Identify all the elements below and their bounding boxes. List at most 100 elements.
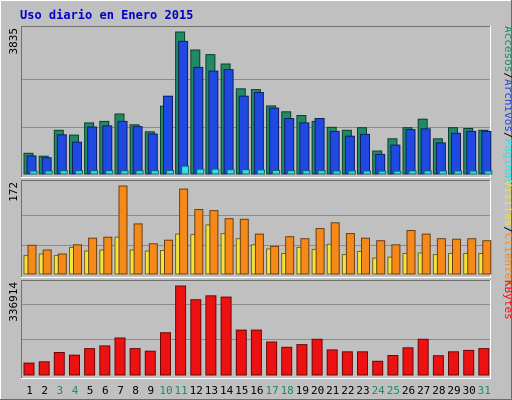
x-label-day-13: 13: [205, 384, 218, 397]
bar-kbytes-day-29: [448, 351, 459, 376]
legend-separator: /: [502, 72, 512, 79]
bar-files-day-22: [344, 135, 355, 175]
bar-files-day-25: [390, 144, 401, 175]
bar-kbytes-day-10: [160, 332, 171, 376]
bar-files-day-10: [163, 95, 173, 175]
bar-visitors-day-3: [57, 253, 67, 275]
x-label-day-31: 31: [478, 384, 491, 397]
bar-kbytes-day-20: [311, 338, 323, 376]
bar-pages-day-18: [287, 170, 296, 175]
bar-kbytes-day-23: [357, 351, 368, 376]
bar-files-day-28: [435, 142, 446, 175]
legend-item-pages: Páginas: [502, 139, 512, 185]
bar-visitors-day-5: [88, 237, 98, 275]
bar-pages-day-19: [302, 170, 311, 175]
bar-kbytes-day-5: [84, 348, 96, 376]
bar-kbytes-day-22: [341, 351, 353, 376]
x-label-day-5: 5: [87, 384, 94, 397]
bar-visitors-day-2: [42, 249, 52, 275]
bar-visitors-day-6: [103, 236, 113, 275]
bar-pages-day-3: [59, 170, 68, 175]
bar-pages-day-5: [90, 170, 99, 175]
bar-visitors-day-7: [118, 185, 128, 275]
bar-files-day-8: [132, 126, 143, 175]
bar-kbytes-day-6: [99, 345, 111, 376]
bar-visitors-day-27: [421, 233, 431, 275]
bar-visitors-day-9: [148, 243, 158, 275]
x-label-day-15: 15: [235, 384, 248, 397]
bar-visitors-day-17: [270, 245, 280, 275]
bar-pages-day-1: [29, 170, 38, 175]
x-label-day-9: 9: [147, 384, 154, 397]
bar-pages-day-22: [347, 170, 356, 175]
bar-kbytes-day-2: [38, 361, 50, 376]
bar-visitors-day-21: [330, 222, 340, 275]
panel-middle: 172: [7, 180, 492, 278]
bar-kbytes-day-17: [266, 341, 278, 376]
legend-item-files: Archivos: [502, 79, 512, 132]
bar-kbytes-day-28: [432, 355, 444, 376]
x-label-day-6: 6: [102, 384, 109, 397]
bar-kbytes-day-26: [402, 347, 414, 376]
bar-visitors-day-11: [179, 188, 189, 275]
bar-files-day-21: [329, 130, 340, 175]
bar-pages-day-27: [423, 170, 432, 175]
bar-files-day-6: [102, 125, 113, 175]
bar-files-day-27: [420, 128, 431, 175]
legend-bottom: KBytes: [502, 280, 512, 320]
bar-pages-day-29: [454, 170, 462, 175]
x-label-day-26: 26: [402, 384, 415, 397]
legend-item-kbytes: KBytes: [502, 280, 512, 320]
bar-pages-day-24: [378, 170, 387, 175]
panel-middle-ymax-label: 172: [7, 182, 20, 202]
bar-pages-day-8: [135, 170, 144, 175]
bar-pages-day-23: [363, 170, 371, 175]
bar-visitors-day-25: [391, 244, 401, 275]
legend-item-visits: Visitas: [502, 180, 512, 226]
bar-pages-day-6: [105, 170, 114, 175]
x-label-day-16: 16: [250, 384, 263, 397]
bar-visitors-day-29: [452, 238, 461, 275]
x-label-day-18: 18: [281, 384, 294, 397]
x-label-day-23: 23: [356, 384, 369, 397]
bar-kbytes-day-27: [417, 338, 429, 376]
bar-pages-day-25: [393, 170, 402, 175]
bar-pages-day-20: [317, 170, 326, 175]
bar-pages-day-11: [181, 165, 190, 175]
bar-kbytes-day-3: [53, 352, 65, 376]
x-label-day-29: 29: [447, 384, 460, 397]
bar-files-day-14: [223, 69, 234, 175]
bar-visitors-day-22: [345, 233, 355, 275]
x-label-day-17: 17: [265, 384, 278, 397]
bar-files-day-9: [147, 133, 158, 175]
bar-pages-day-31: [484, 170, 493, 175]
x-label-day-1: 1: [26, 384, 33, 397]
bar-visitors-day-24: [376, 240, 386, 275]
bar-kbytes-day-19: [296, 344, 308, 376]
bar-kbytes-day-9: [144, 350, 156, 376]
legend-item-visitors: Clientes: [502, 233, 512, 286]
bar-kbytes-day-24: [372, 360, 384, 376]
x-label-day-19: 19: [296, 384, 309, 397]
bar-pages-day-16: [256, 169, 265, 175]
bar-kbytes-day-12: [190, 299, 202, 376]
bar-files-day-16: [253, 92, 264, 175]
x-label-day-4: 4: [72, 384, 79, 397]
chart-panels: 3835 172 336914: [7, 26, 493, 379]
bar-files-day-12: [193, 66, 204, 175]
x-label-day-28: 28: [432, 384, 445, 397]
bar-pages-day-12: [196, 168, 205, 175]
x-label-day-22: 22: [341, 384, 354, 397]
bar-pages-day-30: [469, 170, 478, 175]
bar-visitors-day-18: [285, 236, 295, 275]
panel-bottom-ymax-label: 336914: [7, 282, 20, 322]
bar-pages-day-10: [166, 170, 174, 175]
bar-pages-day-26: [408, 170, 417, 175]
bar-visitors-day-15: [239, 218, 249, 275]
bar-files-day-15: [238, 95, 249, 175]
bar-pages-day-13: [211, 168, 220, 175]
bar-kbytes-day-21: [326, 349, 338, 376]
x-label-day-20: 20: [311, 384, 324, 397]
x-label-day-2: 2: [41, 384, 48, 397]
